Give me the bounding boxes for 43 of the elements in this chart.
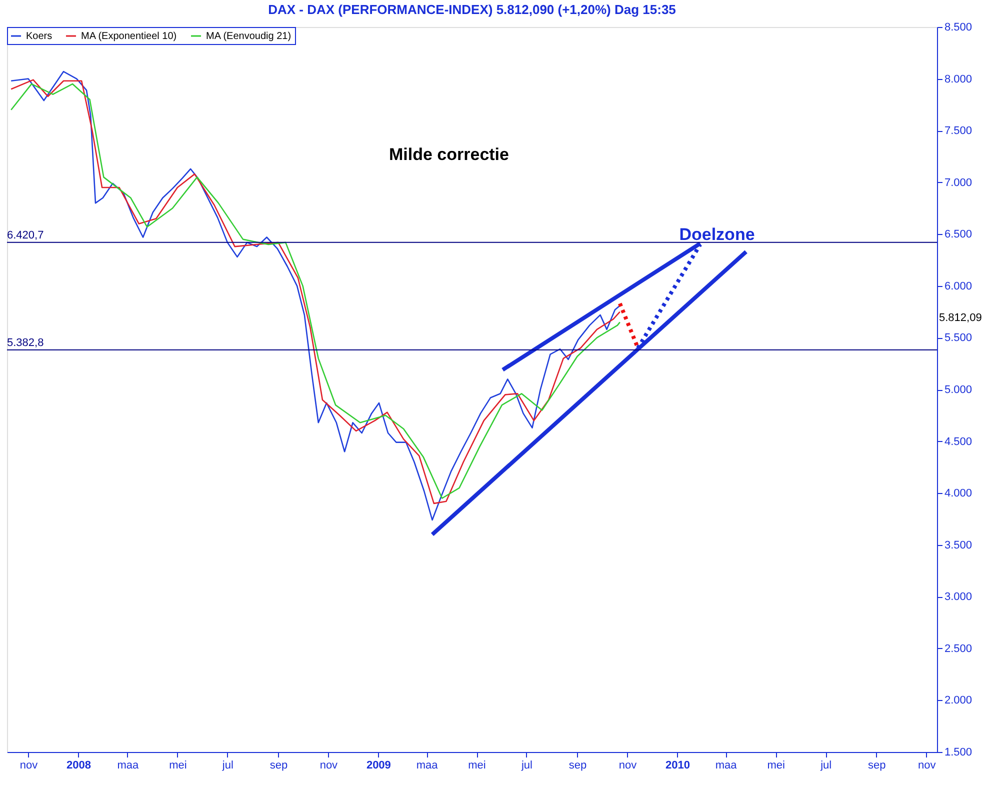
x-tick-label: maa — [715, 760, 738, 772]
x-tick-label: nov — [618, 760, 638, 772]
ref-line-label: 5.382,8 — [7, 336, 44, 349]
y-tick-label: 4.000 — [944, 488, 972, 500]
annotation: Milde correctie — [389, 145, 509, 164]
legend-label: MA (Eenvoudig 21) — [206, 31, 292, 42]
x-tick-label: 2010 — [666, 760, 690, 772]
x-tick-label: jul — [820, 760, 832, 772]
x-tick-label: mei — [468, 760, 486, 772]
text: 5.812,09 — [939, 312, 982, 324]
x-tick-label: maa — [416, 760, 439, 772]
y-tick-label: 1.500 — [944, 746, 972, 758]
y-tick-label: 8.000 — [944, 73, 972, 86]
annotation: Doelzone — [679, 225, 755, 244]
x-tick-label: sep — [568, 760, 587, 772]
x-tick-label: maa — [117, 760, 140, 772]
y-tick-label: 6.000 — [944, 280, 972, 292]
y-tick-label: 5.500 — [944, 332, 972, 344]
y-tick-label: 7.000 — [944, 176, 972, 189]
chart-title: DAX - DAX (PERFORMANCE-INDEX) 5.812,090 (+1,20%) Dag 15:35 — [268, 2, 676, 17]
ref-line-label: 6.420,7 — [7, 229, 44, 242]
x-tick-label: mei — [767, 760, 785, 772]
x-tick-label: nov — [20, 760, 38, 772]
x-tick-label: 2009 — [366, 760, 391, 772]
y-tick-label: 2.000 — [944, 694, 972, 707]
x-tick-label: jul — [520, 760, 532, 772]
y-tick-label: 4.500 — [944, 436, 972, 448]
y-tick-label: 7.500 — [944, 125, 972, 138]
x-tick-label: mei — [169, 760, 187, 772]
x-tick-label: nov — [918, 760, 936, 772]
x-tick-label: sep — [270, 760, 288, 772]
legend-label: Koers — [26, 31, 52, 42]
x-tick-label: sep — [868, 760, 886, 772]
y-tick-label: 8.500 — [944, 22, 972, 34]
x-tick-label: 2008 — [66, 760, 92, 772]
legend-label: MA (Exponentieel 10) — [81, 31, 177, 42]
y-tick-label: 6.500 — [944, 228, 972, 241]
x-tick-label: nov — [320, 760, 338, 772]
y-tick-label: 2.500 — [944, 642, 972, 655]
y-tick-label: 5.000 — [944, 384, 972, 396]
y-tick-label: 3.500 — [944, 539, 972, 552]
y-tick-label: 3.000 — [944, 591, 972, 604]
x-tick-label: jul — [221, 760, 234, 772]
